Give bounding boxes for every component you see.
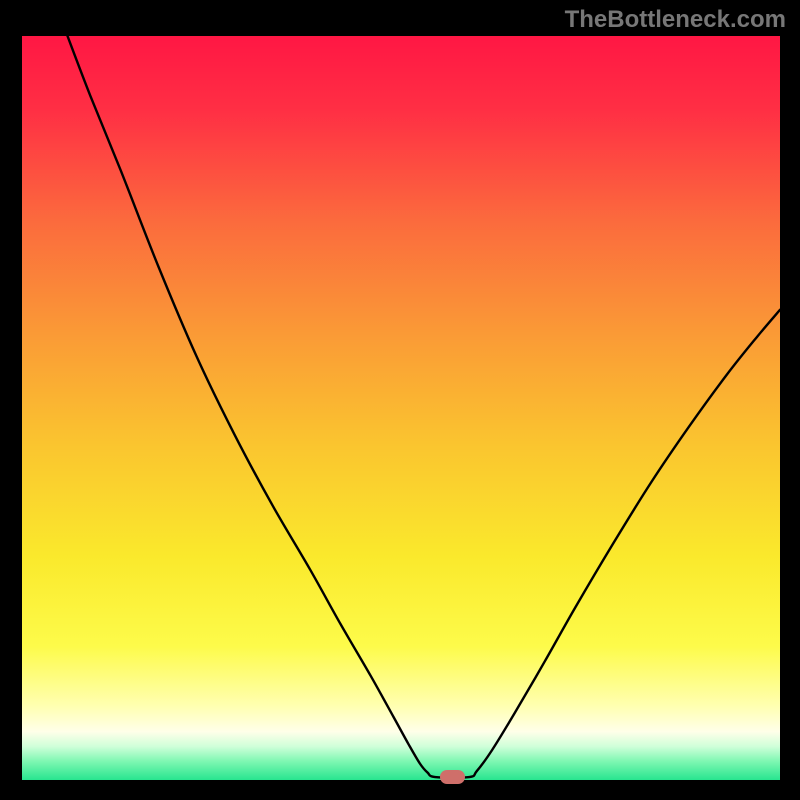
chart-svg (22, 36, 780, 780)
watermark-text: TheBottleneck.com (565, 6, 786, 34)
chart-background (22, 36, 780, 780)
chart-plot-area (22, 36, 780, 780)
bottleneck-marker (440, 770, 466, 785)
